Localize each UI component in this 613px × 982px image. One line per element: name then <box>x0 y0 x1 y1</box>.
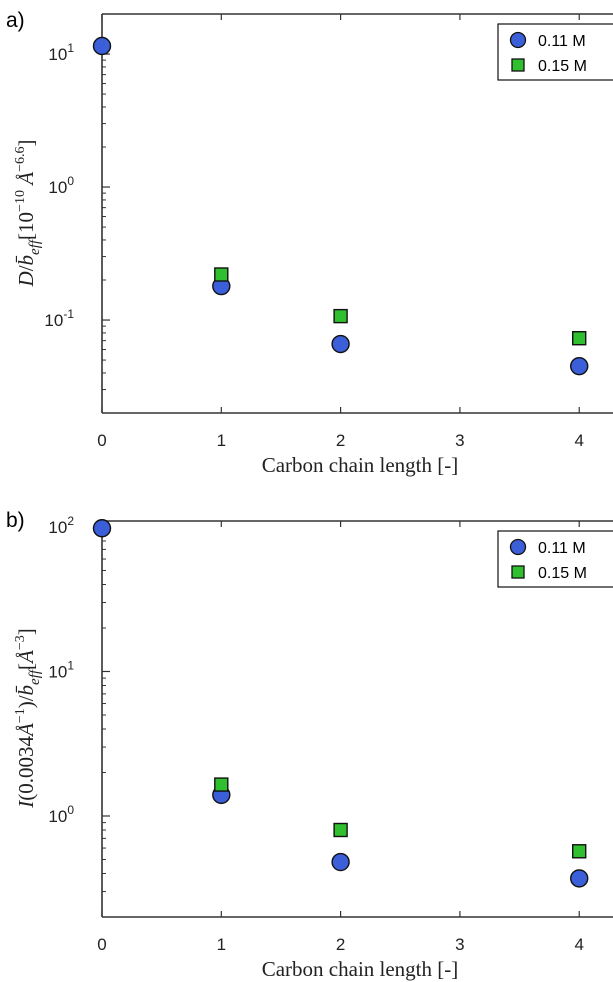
data-point-circle <box>570 356 589 376</box>
data-point-square <box>572 844 587 859</box>
panel-a-label: a) <box>6 9 25 32</box>
marks-b <box>92 519 589 888</box>
legend-entry-label: 0.11 M <box>538 540 586 557</box>
legend-marker-square <box>511 565 525 579</box>
x-tick-label: 3 <box>455 431 464 450</box>
y-tick-label: 101 <box>48 658 74 681</box>
legend-marker-circle <box>509 31 527 49</box>
data-point-square <box>333 822 348 838</box>
y-tick-label: 10-1 <box>44 307 74 330</box>
y-axis-label-a: D/b̄eff[10−10 Å−6.6] <box>13 140 43 288</box>
x-tick-label: 3 <box>455 935 464 954</box>
panel-b-label: b) <box>6 509 25 532</box>
data-point-square <box>214 777 229 792</box>
y-tick-label: 100 <box>48 803 74 826</box>
y-tick-label: 101 <box>48 41 74 64</box>
data-point-circle <box>92 519 112 538</box>
x-tick-label: 4 <box>574 935 583 954</box>
legend-marker-square <box>511 58 525 72</box>
y-axis-label-b: I(0.0034Å−1)/b̄eff[Å−3] <box>13 628 43 809</box>
data-point-square <box>214 267 229 282</box>
x-tick-label: 1 <box>217 431 226 450</box>
x-axis-label-b: Carbon chain length [-] <box>262 957 459 981</box>
y-tick-label: 102 <box>48 514 74 537</box>
ticks-a: 0 1 2 3 4 10-1 100 101 <box>44 13 613 450</box>
y-tick-label: 100 <box>48 174 74 197</box>
ticks-b: 0 1 2 3 4 100 101 102 <box>48 514 613 954</box>
data-point-square <box>333 308 348 324</box>
data-point-circle <box>570 869 589 888</box>
x-tick-label: 2 <box>336 935 345 954</box>
x-axis-label-a: Carbon chain length [-] <box>262 453 459 477</box>
x-tick-label: 0 <box>97 431 106 450</box>
legend-entry-label: 0.15 M <box>538 565 587 582</box>
x-tick-label: 1 <box>217 935 226 954</box>
x-tick-label: 4 <box>574 431 583 450</box>
legend-marker-circle <box>509 538 527 556</box>
panel-b: 0 1 2 3 4 100 101 102 Carbon chain length [-] I… <box>13 514 613 981</box>
x-tick-label: 2 <box>336 431 345 450</box>
data-point-circle <box>331 852 350 872</box>
data-point-square <box>572 331 587 346</box>
marks-a <box>92 36 589 376</box>
legend-b: 0.11 M 0.15 M <box>497 530 613 588</box>
x-tick-label: 0 <box>97 935 106 954</box>
legend-entry-label: 0.11 M <box>538 33 586 50</box>
data-point-circle <box>331 334 350 354</box>
data-point-circle <box>92 36 112 56</box>
legend-a: 0.11 M 0.15 M <box>497 23 613 81</box>
legend-entry-label: 0.15 M <box>538 58 587 75</box>
